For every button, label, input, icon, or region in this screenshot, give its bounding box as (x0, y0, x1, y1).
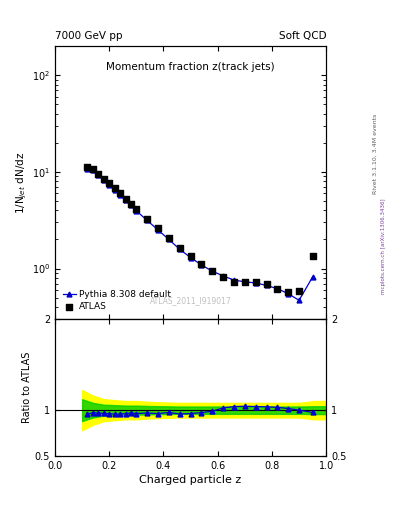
ATLAS (209, 267, 215, 275)
ATLAS (106, 179, 112, 187)
ATLAS (253, 278, 259, 286)
Y-axis label: 1/N$_{jet}$ dN/dz: 1/N$_{jet}$ dN/dz (15, 152, 29, 214)
Pythia 8.308 default (129, 202, 133, 208)
X-axis label: Charged particle z: Charged particle z (140, 475, 242, 485)
Text: Rivet 3.1.10, 3.4M events: Rivet 3.1.10, 3.4M events (373, 114, 378, 194)
Pythia 8.308 default (221, 273, 226, 279)
Text: ATLAS_2011_I919017: ATLAS_2011_I919017 (150, 296, 231, 306)
Pythia 8.308 default (84, 166, 89, 172)
Pythia 8.308 default (167, 237, 171, 243)
ATLAS (155, 224, 161, 232)
ATLAS (198, 260, 205, 268)
ATLAS (90, 164, 96, 173)
Pythia 8.308 default (310, 274, 315, 280)
Pythia 8.308 default (134, 208, 139, 214)
Pythia 8.308 default (242, 279, 247, 285)
Pythia 8.308 default (253, 280, 258, 286)
ATLAS (84, 163, 90, 171)
Pythia 8.308 default (188, 254, 193, 261)
Text: mcplots.cern.ch [arXiv:1306.3436]: mcplots.cern.ch [arXiv:1306.3436] (381, 198, 386, 293)
ATLAS (285, 288, 291, 296)
ATLAS (187, 252, 194, 260)
Line: Pythia 8.308 default: Pythia 8.308 default (84, 166, 315, 303)
ATLAS (117, 189, 123, 198)
Pythia 8.308 default (123, 197, 128, 203)
Legend: Pythia 8.308 default, ATLAS: Pythia 8.308 default, ATLAS (59, 287, 175, 315)
Pythia 8.308 default (199, 262, 204, 268)
ATLAS (144, 215, 151, 223)
Y-axis label: Ratio to ATLAS: Ratio to ATLAS (22, 352, 32, 423)
Text: Momentum fraction z(track jets): Momentum fraction z(track jets) (106, 62, 275, 73)
Pythia 8.308 default (107, 182, 112, 188)
ATLAS (296, 287, 302, 295)
ATLAS (263, 280, 270, 288)
Pythia 8.308 default (112, 187, 117, 193)
ATLAS (176, 244, 183, 252)
Pythia 8.308 default (297, 297, 301, 304)
Pythia 8.308 default (91, 167, 95, 173)
Text: 7000 GeV pp: 7000 GeV pp (55, 31, 123, 40)
Pythia 8.308 default (231, 277, 236, 283)
ATLAS (128, 200, 134, 208)
Pythia 8.308 default (275, 286, 280, 292)
ATLAS (231, 278, 237, 286)
ATLAS (274, 285, 281, 293)
ATLAS (101, 175, 107, 183)
ATLAS (122, 195, 129, 203)
Text: Soft QCD: Soft QCD (279, 31, 326, 40)
ATLAS (166, 234, 172, 243)
Pythia 8.308 default (118, 192, 123, 198)
Pythia 8.308 default (177, 246, 182, 252)
ATLAS (133, 205, 140, 214)
Pythia 8.308 default (156, 227, 160, 233)
Pythia 8.308 default (264, 282, 269, 288)
Pythia 8.308 default (286, 291, 290, 297)
ATLAS (310, 252, 316, 260)
Pythia 8.308 default (145, 217, 150, 223)
ATLAS (242, 279, 248, 287)
Pythia 8.308 default (101, 177, 106, 183)
ATLAS (112, 184, 118, 192)
Pythia 8.308 default (210, 268, 215, 274)
ATLAS (220, 273, 226, 281)
Pythia 8.308 default (96, 172, 101, 178)
ATLAS (95, 169, 101, 178)
